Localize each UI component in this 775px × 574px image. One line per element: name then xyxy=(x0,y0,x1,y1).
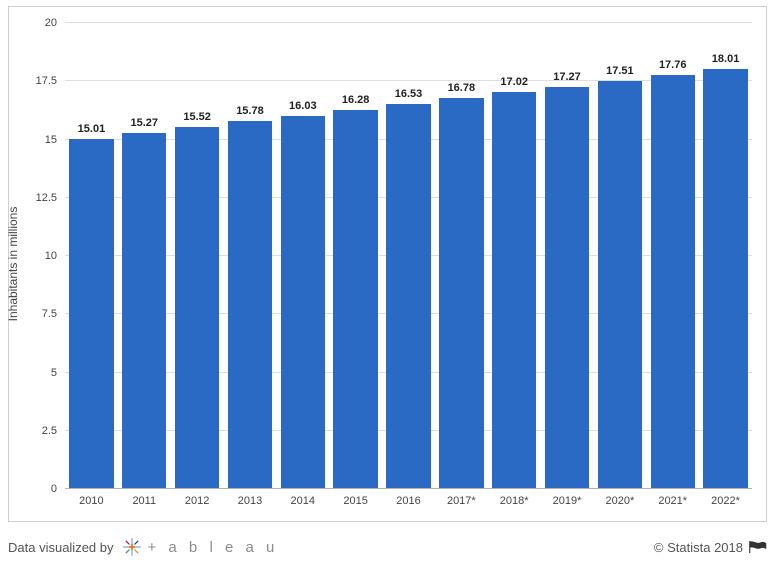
x-tick: 2016 xyxy=(396,495,420,507)
bar-value-label: 17.76 xyxy=(659,59,687,71)
x-axis-line xyxy=(65,488,752,489)
bar-value-label: 17.51 xyxy=(606,65,634,77)
y-tick: 7.5 xyxy=(42,308,65,320)
bar-value-label: 16.53 xyxy=(395,88,423,100)
bars-group: 15.01201015.27201115.52201215.78201316.0… xyxy=(65,23,752,489)
bar-value-label: 16.28 xyxy=(342,94,370,106)
bar: 15.27 xyxy=(122,133,166,489)
bar: 17.51 xyxy=(598,81,642,489)
bar: 15.01 xyxy=(69,139,113,489)
bar-slot: 15.522012 xyxy=(171,23,224,489)
x-tick: 2017* xyxy=(447,495,476,507)
bar: 17.02 xyxy=(492,92,536,489)
footer-prefix: Data visualized by xyxy=(8,540,114,555)
bar: 16.53 xyxy=(386,104,430,489)
x-tick: 2011 xyxy=(132,495,156,507)
flag-icon xyxy=(749,541,767,553)
x-tick: 2022* xyxy=(711,495,740,507)
bar: 16.28 xyxy=(333,110,377,489)
bar-slot: 17.762021* xyxy=(646,23,699,489)
bar-slot: 18.012022* xyxy=(699,23,752,489)
x-tick: 2018* xyxy=(500,495,529,507)
bar: 15.52 xyxy=(175,127,219,489)
bar-value-label: 18.01 xyxy=(712,53,740,65)
bar-slot: 17.512020* xyxy=(593,23,646,489)
chart-container: Inhabitants in millions 02.557.51012.515… xyxy=(8,6,767,522)
x-tick: 2010 xyxy=(79,495,103,507)
bar-value-label: 15.78 xyxy=(236,105,264,117)
plot-area: 02.557.51012.51517.520 15.01201015.27201… xyxy=(65,23,752,489)
y-tick: 12.5 xyxy=(36,192,65,204)
bar-slot: 17.272019* xyxy=(541,23,594,489)
bar: 16.03 xyxy=(281,116,325,489)
y-tick: 20 xyxy=(45,17,65,29)
y-tick: 10 xyxy=(45,250,65,262)
x-tick: 2014 xyxy=(291,495,315,507)
y-tick: 15 xyxy=(45,134,65,146)
x-tick: 2012 xyxy=(185,495,209,507)
bar-value-label: 17.02 xyxy=(500,76,528,88)
bar-slot: 16.032014 xyxy=(276,23,329,489)
tableau-wordmark: + a b l e a u xyxy=(148,539,279,556)
bar: 16.78 xyxy=(439,98,483,489)
footer-right: © Statista 2018 xyxy=(654,540,767,555)
x-tick: 2013 xyxy=(238,495,262,507)
x-tick: 2019* xyxy=(553,495,582,507)
footer: Data visualized by + a b l e a u xyxy=(8,530,767,564)
y-tick: 17.5 xyxy=(36,75,65,87)
bar: 15.78 xyxy=(228,121,272,489)
footer-left: Data visualized by + a b l e a u xyxy=(8,537,278,557)
bar-value-label: 16.78 xyxy=(448,82,476,94)
y-tick: 0 xyxy=(51,483,65,495)
x-tick: 2021* xyxy=(658,495,687,507)
tableau-icon xyxy=(122,537,142,557)
attribution-text: © Statista 2018 xyxy=(654,540,743,555)
x-tick: 2015 xyxy=(343,495,367,507)
bar-slot: 15.272011 xyxy=(118,23,171,489)
x-tick: 2020* xyxy=(605,495,634,507)
bar-value-label: 17.27 xyxy=(553,71,581,83)
tableau-logo: + a b l e a u xyxy=(122,537,279,557)
bar-slot: 16.532016 xyxy=(382,23,435,489)
bar: 17.76 xyxy=(651,75,695,489)
bar-slot: 15.782013 xyxy=(224,23,277,489)
y-tick: 2.5 xyxy=(42,425,65,437)
bar-value-label: 15.27 xyxy=(131,117,159,129)
y-tick: 5 xyxy=(51,367,65,379)
bar-value-label: 15.01 xyxy=(78,123,106,135)
bar-slot: 15.012010 xyxy=(65,23,118,489)
bar: 18.01 xyxy=(703,69,747,489)
bar-value-label: 16.03 xyxy=(289,100,317,112)
bar-value-label: 15.52 xyxy=(183,111,211,123)
bar-slot: 16.782017* xyxy=(435,23,488,489)
bar-slot: 17.022018* xyxy=(488,23,541,489)
bar-slot: 16.282015 xyxy=(329,23,382,489)
bar: 17.27 xyxy=(545,87,589,489)
y-axis-label: Inhabitants in millions xyxy=(6,207,20,322)
